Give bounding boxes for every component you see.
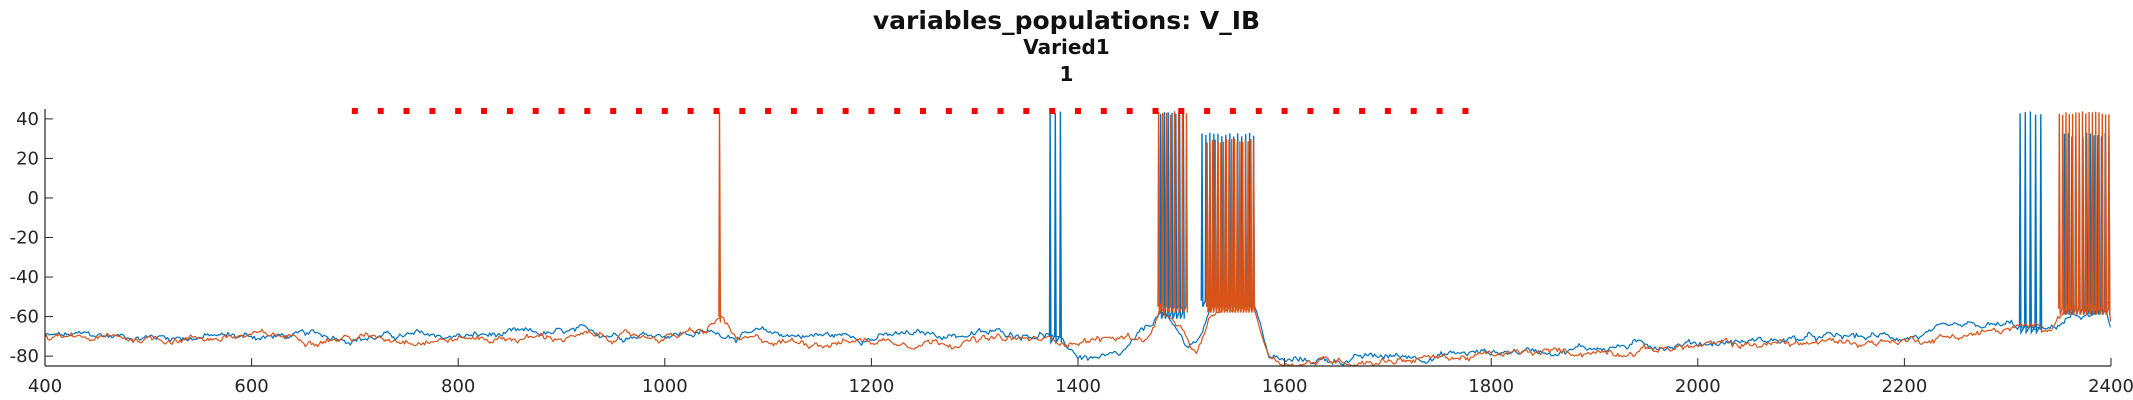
marker-point [1410, 108, 1417, 114]
y-tick-label: -20 [10, 228, 39, 249]
series-2-trace [44, 301, 2112, 367]
y-tick-label: -60 [10, 307, 39, 328]
series-1-spike-burst-2 [1159, 112, 1185, 319]
y-tick-label: -80 [10, 346, 39, 367]
marker-point [1436, 108, 1443, 114]
marker-point [610, 108, 617, 114]
series-2-spike-burst-1 [718, 112, 722, 323]
x-tick-label: 1400 [1055, 376, 1101, 397]
chart-title: variables_populations: V_IB [872, 6, 1261, 35]
y-tick-label: 0 [28, 188, 39, 209]
marker-point [1255, 108, 1262, 114]
marker-point [1204, 108, 1211, 114]
series-2-spike-burst-4 [2057, 111, 2111, 315]
marker-point [1049, 108, 1056, 114]
marker-point [455, 108, 462, 114]
y-tick-label: 20 [16, 148, 39, 169]
marker-point [1229, 108, 1236, 114]
marker-point [868, 108, 875, 114]
marker-point [403, 108, 410, 114]
marker-point [584, 108, 591, 114]
marker-point [1462, 108, 1469, 114]
marker-point [894, 108, 901, 114]
marker-point [687, 108, 694, 114]
marker-point [790, 108, 797, 114]
marker-point [1023, 108, 1030, 114]
x-tick-label: 400 [28, 376, 62, 397]
series-1-trace [44, 297, 2112, 366]
x-tick-label: 600 [234, 376, 268, 397]
marker-point [971, 108, 978, 114]
chart-subtitle: Varied1 [1023, 35, 1110, 59]
marker-point [1178, 108, 1185, 114]
marker-point [1075, 108, 1081, 114]
x-tick-label: 2400 [2088, 376, 2133, 397]
axes-group: 400 600 800 1000 1200 1400 1600 1800 2000 2200 240… [10, 109, 2133, 397]
marker-point [739, 108, 746, 114]
marker-point [661, 108, 668, 114]
x-tick-label: 2200 [1881, 376, 1927, 397]
marker-point [713, 108, 720, 114]
marker-point [1307, 108, 1314, 114]
chart-subtitle-index: 1 [1059, 62, 1074, 86]
y-tick-label: -40 [10, 267, 39, 288]
marker-point [1152, 108, 1159, 114]
marker-point [351, 108, 358, 114]
x-tick-label: 1600 [1262, 376, 1308, 397]
marker-point [1384, 108, 1391, 114]
marker-point [997, 108, 1004, 114]
marker-point [1359, 108, 1366, 114]
marker-point [1126, 108, 1133, 114]
series-1-spike-burst-1 [1048, 111, 1063, 345]
marker-point [377, 108, 384, 114]
x-tick-label: 1200 [848, 376, 894, 397]
marker-point [1333, 108, 1340, 114]
marker-row [351, 108, 1469, 114]
marker-point [1281, 108, 1288, 114]
x-tick-label: 1000 [642, 376, 688, 397]
marker-point [532, 108, 539, 114]
x-tick-label: 800 [441, 376, 475, 397]
marker-point [816, 108, 823, 114]
y-tick-label: 40 [16, 109, 39, 130]
marker-point [558, 108, 565, 114]
marker-point [842, 108, 849, 114]
x-tick-label: 2000 [1675, 376, 1721, 397]
marker-point [920, 108, 926, 114]
marker-point [765, 108, 772, 114]
plot-series-group [44, 111, 2112, 367]
series-2-spike-burst-3 [1205, 138, 1256, 313]
series-1-spike-burst-4 [2018, 111, 2043, 335]
series-2-spike-burst-2 [1157, 111, 1189, 313]
x-tick-label: 1800 [1468, 376, 1514, 397]
marker-point [429, 108, 436, 114]
marker-point [481, 108, 487, 114]
marker-point [945, 108, 952, 114]
marker-point [506, 108, 513, 114]
marker-point [1100, 108, 1107, 114]
marker-point [636, 108, 642, 114]
